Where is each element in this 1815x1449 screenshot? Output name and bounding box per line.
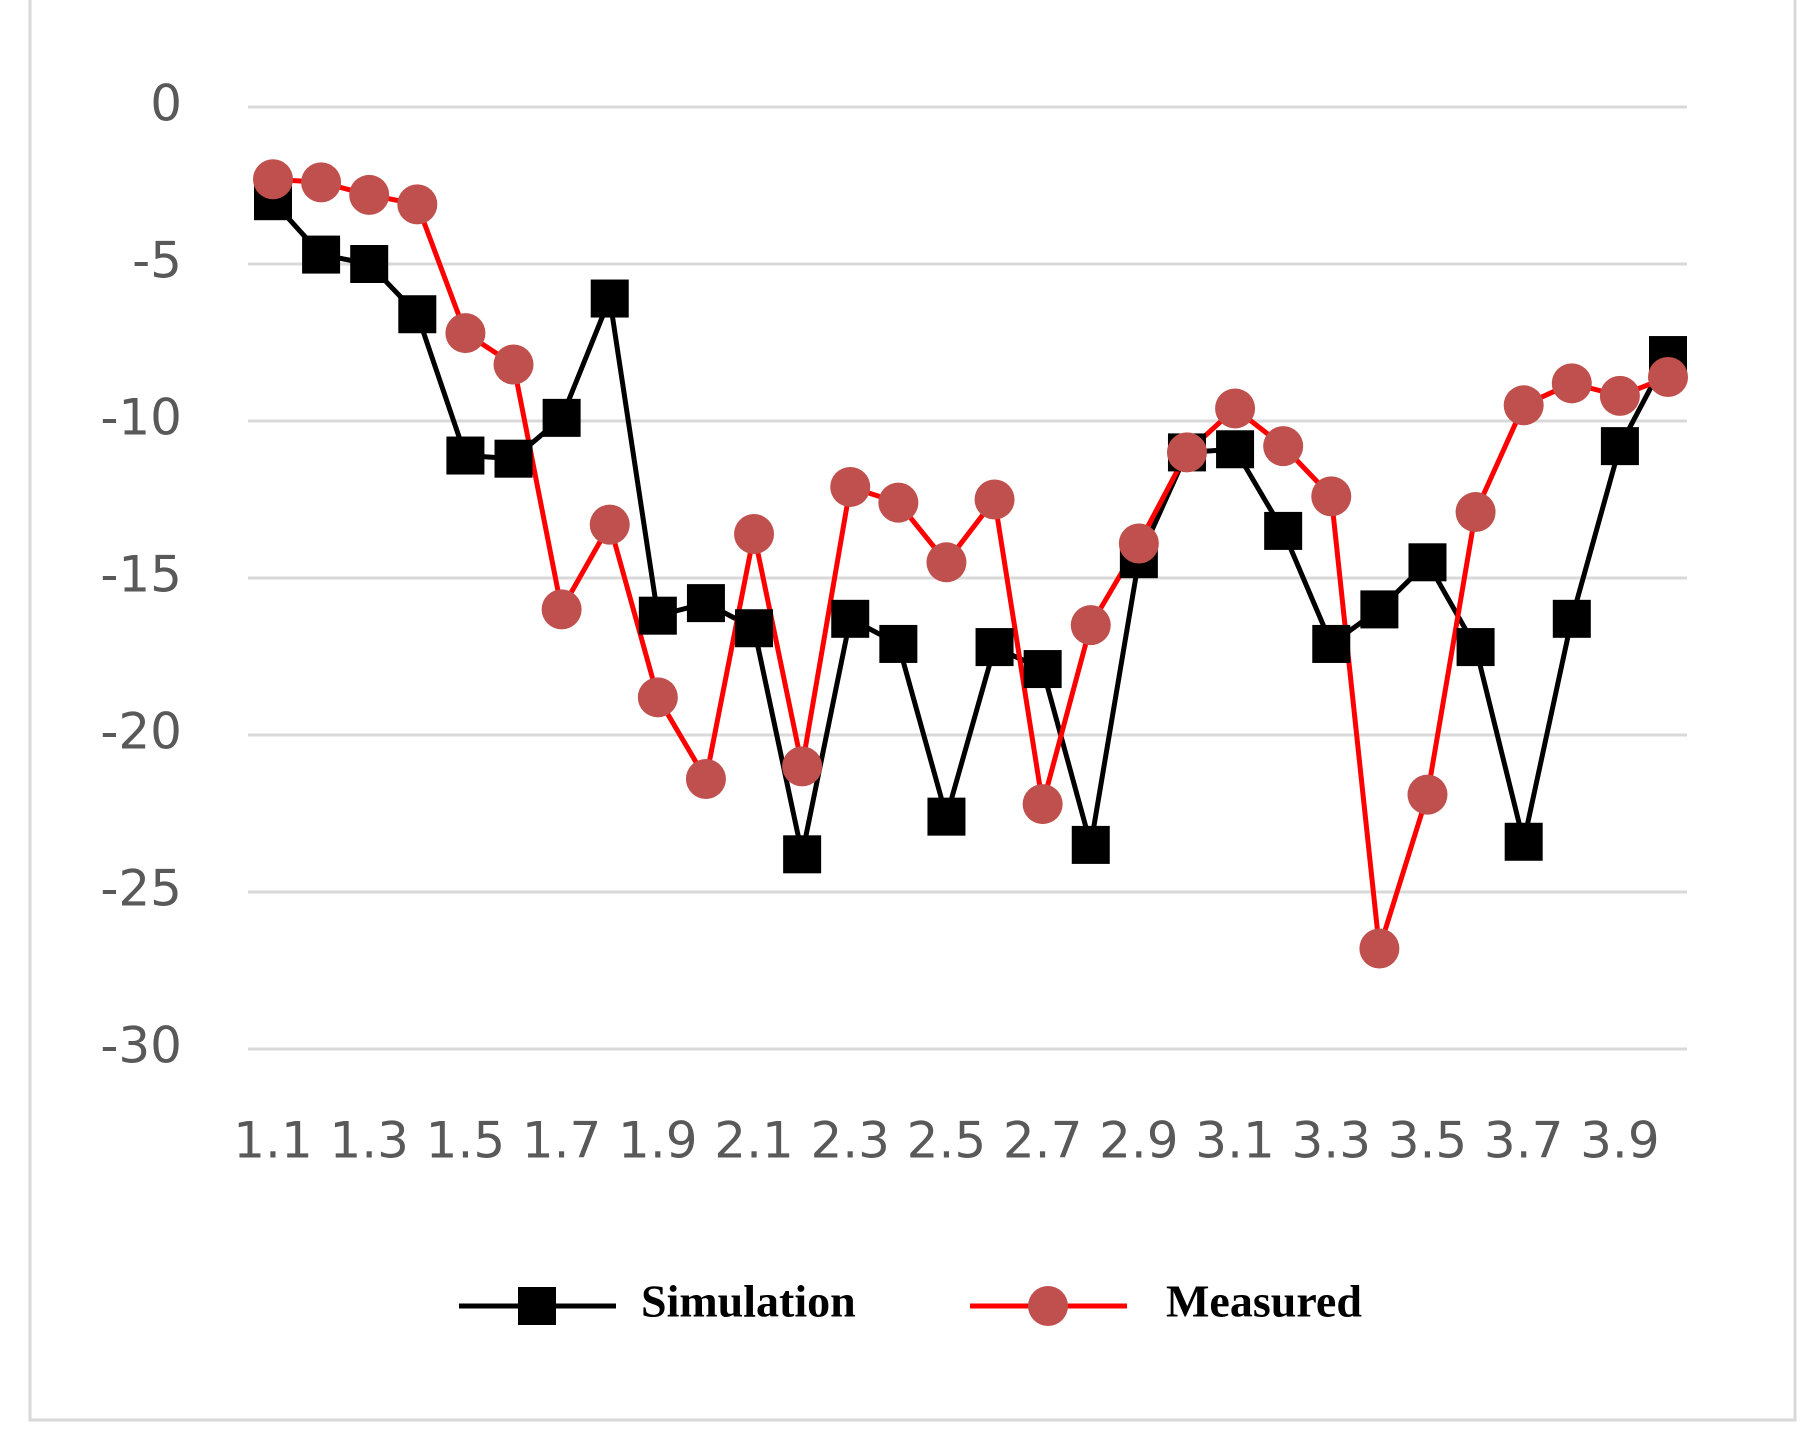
marker [1023,650,1062,689]
x-tick-label: 3.3 [1292,1112,1372,1170]
marker [926,542,967,583]
x-tick-label: 3.5 [1388,1112,1468,1170]
marker [974,479,1015,520]
legend-marker [518,1287,556,1325]
marker [1407,774,1448,815]
x-tick-label: 1.9 [618,1112,698,1170]
marker [1022,784,1063,825]
marker [975,628,1014,667]
y-tick-label: -30 [100,1017,182,1075]
marker [1551,363,1592,404]
legend-label: Simulation [641,1276,856,1327]
marker [1359,928,1400,969]
marker [637,677,678,718]
marker [542,398,581,437]
marker [735,609,774,648]
marker [1599,375,1640,416]
marker [830,466,871,507]
marker [1071,825,1110,864]
legend-label: Measured [1166,1276,1362,1327]
marker [589,504,630,545]
y-tick-label: 0 [150,75,182,133]
marker [1648,357,1688,398]
y-tick-label: -10 [100,389,182,447]
marker [1504,822,1543,861]
y-tick-label: -25 [100,860,182,918]
marker [253,159,293,200]
marker [734,514,775,555]
marker [1215,388,1256,429]
marker [1118,523,1159,564]
x-tick-label: 3.9 [1580,1112,1660,1170]
marker [685,758,726,799]
marker [1312,624,1351,663]
marker [638,596,677,635]
marker [541,589,582,630]
marker [493,344,534,385]
marker [398,295,437,334]
marker [1166,432,1207,473]
marker [397,184,438,225]
marker [1456,628,1495,667]
marker [831,599,870,638]
marker [1264,511,1303,550]
marker [590,279,629,318]
y-tick-label: -5 [132,232,182,290]
x-tick-label: 3.7 [1484,1112,1564,1170]
marker [494,439,533,478]
x-tick-label: 1.1 [233,1112,313,1170]
marker [927,797,966,836]
marker [1503,385,1544,426]
x-tick-label: 1.5 [426,1112,506,1170]
marker [349,174,390,215]
marker [350,245,389,283]
marker [1455,492,1496,533]
x-tick-label: 2.9 [1099,1112,1179,1170]
marker [782,746,823,787]
marker [302,235,341,274]
y-tick-label: -15 [100,546,182,604]
x-tick-label: 1.7 [522,1112,602,1170]
x-tick-label: 2.5 [907,1112,987,1170]
x-tick-label: 3.1 [1195,1112,1275,1170]
marker [1070,605,1111,646]
marker [445,313,486,354]
marker [446,436,485,475]
legend-marker [1028,1286,1068,1326]
chart-border [28,0,1797,1422]
marker [878,482,919,523]
marker [783,835,822,874]
marker [1360,590,1399,629]
marker [1216,430,1255,469]
marker [1311,476,1352,517]
y-tick-label: -20 [100,703,182,761]
marker [1408,543,1447,582]
marker [1552,599,1591,638]
marker [301,162,342,203]
marker [1600,427,1639,466]
marker [879,624,918,663]
x-tick-label: 2.3 [810,1112,890,1170]
x-tick-label: 2.7 [1003,1112,1083,1170]
x-tick-label: 1.3 [329,1112,409,1170]
marker [686,584,725,623]
x-tick-label: 2.1 [714,1112,794,1170]
marker [1263,426,1304,467]
